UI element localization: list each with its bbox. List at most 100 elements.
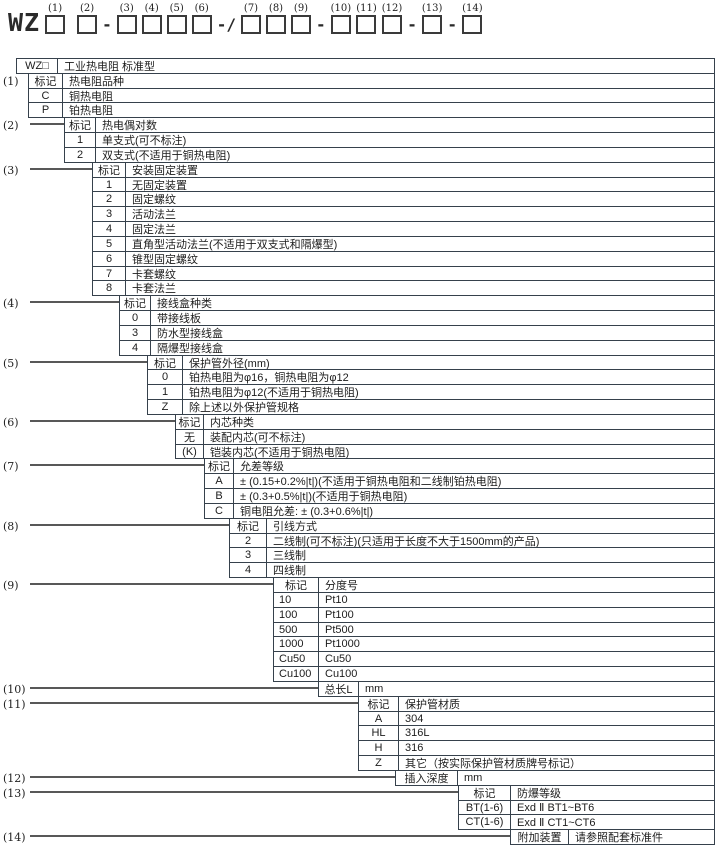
spec-code-cell: 1000 — [274, 637, 319, 651]
spec-row: Z 除上述以外保护管规格 — [147, 399, 715, 415]
spec-code-cell: C — [205, 504, 234, 518]
code-position-(3): (3) — [116, 3, 137, 34]
spec-row: 0 铂热电阻为φ16，铜热电阻为φ12 — [147, 369, 715, 385]
connector-line — [30, 791, 458, 793]
code-separator: - — [316, 15, 326, 34]
spec-row: 总长L mm — [318, 681, 715, 697]
spec-desc-cell: Pt500 — [325, 623, 354, 636]
spec-row: 标记 保护管外径(mm) — [147, 355, 715, 370]
code-position-label: (1) — [48, 3, 63, 14]
spec-row: 8 卡套法兰 — [92, 280, 715, 296]
spec-code-cell: 标记 — [65, 118, 96, 132]
spec-desc-cell: 卡套法兰 — [132, 283, 176, 295]
code-position-label: (11) — [356, 3, 377, 14]
spec-desc-cell: 安装固定装置 — [132, 165, 198, 177]
spec-desc-cell: 工业热电阻 标准型 — [64, 61, 156, 73]
spec-desc-cell: 铂热电阻 — [69, 105, 113, 117]
spec-code-cell: 0 — [148, 370, 183, 384]
spec-row: 插入深度 mm — [395, 770, 715, 786]
spec-code-cell: 标记 — [359, 697, 399, 711]
spec-row: 2 固定螺纹 — [92, 191, 715, 207]
code-box — [45, 15, 66, 34]
code-position-(8): (8) — [266, 3, 287, 34]
spec-code-cell: 标记 — [29, 74, 63, 88]
code-position-(1): (1) — [45, 3, 66, 34]
position-number-label: (11) — [3, 698, 26, 711]
spec-code-cell: 3 — [120, 326, 151, 340]
connector-line — [30, 301, 119, 303]
spec-code-cell: A — [359, 712, 399, 725]
spec-desc-cell: 单支式(可不标注) — [102, 135, 187, 147]
spec-row: 标记 安装固定装置 — [92, 162, 715, 178]
connector-line — [30, 687, 318, 689]
spec-row: WZ□ 工业热电阻 标准型 — [16, 58, 715, 74]
position-number-label: (5) — [3, 357, 19, 370]
spec-row: 1 无固定装置 — [92, 177, 715, 192]
code-separator: - — [447, 15, 458, 34]
spec-row: 无装配内芯(可不标注) — [175, 429, 715, 445]
spec-code-cell: 4 — [93, 222, 126, 236]
spec-row: 标记 接线盒种类 — [119, 295, 715, 311]
spec-row: BT(1-6) Exd Ⅱ BT1~BT6 — [458, 800, 715, 815]
code-position-(13): (13) — [421, 3, 443, 34]
spec-desc-cell: Exd Ⅱ CT1~CT6 — [517, 816, 596, 829]
spec-code-cell: 标记 — [93, 163, 126, 177]
spec-row: 2 双支式(不适用于铜热电阻) — [64, 147, 715, 163]
code-box — [241, 15, 262, 34]
spec-row: 1000 Pt1000 — [273, 636, 715, 652]
spec-code-cell: H — [359, 741, 399, 755]
code-position-label: (8) — [268, 3, 284, 14]
spec-row: 标记 分度号 — [273, 577, 715, 593]
spec-code-cell: 4 — [230, 563, 267, 577]
code-position-(12): (12) — [381, 3, 403, 34]
spec-row: 2 二线制(可不标注)(只适用于长度不大于1500mm的产品) — [229, 533, 715, 548]
connector-line — [30, 420, 175, 422]
spec-desc-cell: 铜热电阻 — [69, 90, 113, 103]
spec-desc-cell: mm — [464, 772, 483, 784]
spec-code-cell: 标记 — [148, 356, 183, 370]
spec-desc-cell: Cu50 — [325, 653, 352, 665]
spec-code-cell: Cu100 — [274, 667, 319, 681]
spec-code-cell: 插入深度 — [396, 771, 458, 785]
code-position-(4): (4) — [141, 3, 162, 34]
spec-code-cell: 标记 — [459, 786, 511, 800]
code-position-label: (13) — [421, 3, 443, 14]
code-position-label: (12) — [381, 3, 403, 14]
spec-desc-cell: 铠装内芯(不适用于铜热电阻) — [210, 446, 350, 459]
spec-row: 标记 热电偶对数 — [64, 117, 715, 133]
spec-code-cell: 3 — [230, 548, 267, 562]
spec-code-cell: BT(1-6) — [459, 801, 511, 814]
spec-desc-cell: ± (0.3+0.5%|t|)(不适用于铜热电阻) — [240, 491, 408, 503]
spec-code-cell: 5 — [93, 237, 126, 251]
connector-line — [30, 702, 358, 704]
spec-row: 1 单支式(可不标注) — [64, 132, 715, 148]
spec-desc-cell: Pt1000 — [325, 638, 360, 650]
position-number-label: (4) — [3, 297, 19, 310]
spec-row: C 铜热电阻 — [28, 88, 715, 103]
spec-desc-cell: 保护管材质 — [405, 699, 460, 711]
spec-desc-cell: Pt100 — [325, 609, 354, 621]
code-position-(9): (9) — [291, 3, 312, 34]
position-number-label: (10) — [3, 683, 26, 696]
code-position-(10): (10) — [330, 3, 352, 34]
code-position-(14): (14) — [462, 3, 483, 34]
code-box — [141, 15, 162, 34]
spec-code-cell: 2 — [93, 192, 126, 206]
spec-desc-cell: mm — [365, 683, 384, 695]
code-box — [381, 15, 402, 34]
spec-desc-cell: 装配内芯(可不标注) — [210, 432, 306, 444]
spec-row: Cu100 Cu100 — [273, 666, 715, 682]
spec-code-cell: C — [29, 89, 63, 102]
code-position-label: (6) — [194, 3, 209, 14]
spec-desc-cell: 固定螺纹 — [132, 194, 176, 206]
position-number-label: (14) — [3, 831, 26, 844]
spec-code-cell: (K) — [176, 445, 204, 458]
spec-code-cell: 3 — [93, 207, 126, 221]
spec-row: 10 Pt10 — [273, 592, 715, 608]
spec-row: 3 活动法兰 — [92, 206, 715, 222]
spec-desc-cell: 二线制(可不标注)(只适用于长度不大于1500mm的产品) — [273, 535, 540, 548]
code-position-label: (10) — [330, 3, 352, 14]
spec-desc-cell: 内芯种类 — [210, 417, 254, 429]
spec-desc-cell: 锥型固定螺纹 — [132, 254, 198, 266]
spec-row: A 304 — [358, 711, 715, 726]
